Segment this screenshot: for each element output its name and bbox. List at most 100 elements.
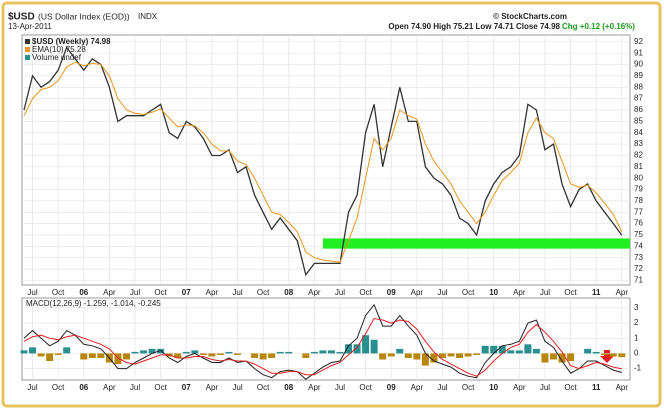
histogram-bar [507, 350, 515, 354]
exchange: INDX [138, 12, 158, 21]
x-tick-label: 07 [182, 288, 191, 297]
x-tick-label: Oct [462, 383, 475, 392]
histogram-bar [327, 350, 335, 354]
histogram-bar [541, 353, 549, 363]
histogram-bar [319, 350, 327, 354]
histogram-bar [46, 353, 54, 362]
credit: © StockCharts.com [493, 12, 567, 21]
x-tick-label: Jul [232, 288, 242, 297]
y-tick-label: 90 [634, 60, 643, 69]
y-tick-label: 86 [634, 105, 643, 114]
histogram-bar [174, 353, 182, 358]
x-tick-label: Apr [616, 383, 629, 392]
y-tick-label: 83 [634, 139, 643, 148]
histogram-bar [302, 353, 310, 358]
histogram-bar [251, 353, 259, 358]
macd-line [23, 303, 622, 380]
x-tick-label: Oct [257, 288, 270, 297]
histogram-bar [558, 353, 566, 363]
histogram-bar [88, 353, 96, 358]
y-tick-label: 76 [634, 219, 643, 228]
histogram-bar [191, 350, 199, 354]
x-tick-label: 11 [592, 288, 601, 297]
histogram-bar [182, 351, 190, 354]
y-tick-label: 2 [634, 318, 639, 327]
histogram-bar [438, 353, 446, 358]
histogram-bar [140, 350, 148, 354]
histogram-bar [592, 351, 600, 354]
y-tick-label: 77 [634, 207, 643, 216]
y-tick-label: 92 [634, 37, 643, 46]
x-tick-label: Oct [564, 383, 577, 392]
legend-entry: EMA(10) 75.28 [32, 45, 86, 54]
histogram-bar [37, 353, 45, 357]
histogram-bar [310, 351, 318, 354]
histogram-bar [618, 353, 626, 358]
histogram-bar [20, 350, 28, 354]
x-tick-label: Apr [308, 288, 321, 297]
x-tick-label: 06 [79, 383, 88, 392]
histogram-bar [464, 353, 472, 357]
x-tick-label: Apr [513, 383, 526, 392]
x-tick-label: 09 [387, 383, 396, 392]
macd-line [23, 317, 622, 377]
x-tick-label: 11 [592, 383, 601, 392]
histogram-bar [276, 351, 284, 354]
histogram-bar [336, 351, 344, 354]
x-tick-label: Jul [540, 383, 550, 392]
histogram-bar [353, 344, 361, 354]
y-tick-label: 72 [634, 264, 643, 273]
y-tick-label: 81 [634, 162, 643, 171]
legend-swatch [25, 55, 30, 60]
symbol: $USD [8, 12, 35, 23]
x-tick-label: 09 [387, 288, 396, 297]
y-tick-label: 89 [634, 71, 643, 80]
histogram-bar [259, 353, 267, 360]
x-tick-label: Jul [437, 288, 447, 297]
legend-swatch [25, 39, 30, 44]
x-tick-label: Oct [462, 288, 475, 297]
histogram-bar [601, 353, 609, 355]
histogram-bar [208, 353, 216, 357]
histogram-bar [404, 353, 412, 358]
series-line [23, 46, 623, 277]
x-tick-label: 06 [79, 288, 88, 297]
histogram-bar [421, 353, 429, 366]
histogram-bar [498, 345, 506, 354]
macd-panel [21, 297, 631, 381]
histogram-bar [609, 353, 617, 357]
x-tick-label: Apr [616, 288, 629, 297]
y-tick-label: 74 [634, 241, 643, 250]
histogram-bar [199, 353, 207, 355]
x-tick-label: Apr [206, 383, 219, 392]
histogram-bar [490, 345, 498, 354]
histogram-bar [216, 353, 224, 355]
x-tick-label: 10 [489, 288, 498, 297]
histogram-bar [413, 353, 421, 360]
histogram-bar [549, 353, 557, 360]
histogram-bar [285, 351, 293, 354]
histogram-bar [148, 348, 156, 354]
y-tick-label: 1 [634, 333, 639, 342]
histogram-bar [396, 348, 404, 354]
histogram-bar [430, 353, 438, 363]
x-tick-label: Apr [513, 288, 526, 297]
histogram-bar [584, 348, 592, 354]
y-tick-label: 87 [634, 94, 643, 103]
x-tick-label: Jul [232, 383, 242, 392]
histogram-bar [225, 351, 233, 354]
y-tick-label: 88 [634, 82, 643, 91]
y-tick-label: 75 [634, 230, 643, 239]
x-tick-label: 08 [284, 383, 293, 392]
y-tick-label: 80 [634, 173, 643, 182]
histogram-bar [447, 353, 455, 357]
y-tick-label: 84 [634, 128, 643, 137]
histogram-bar [456, 353, 464, 358]
x-tick-label: Apr [411, 288, 424, 297]
histogram-bar [524, 344, 532, 354]
series-line [23, 61, 623, 263]
y-tick-label: 78 [634, 196, 643, 205]
histogram-bar [370, 339, 378, 354]
x-tick-label: 07 [182, 383, 191, 392]
